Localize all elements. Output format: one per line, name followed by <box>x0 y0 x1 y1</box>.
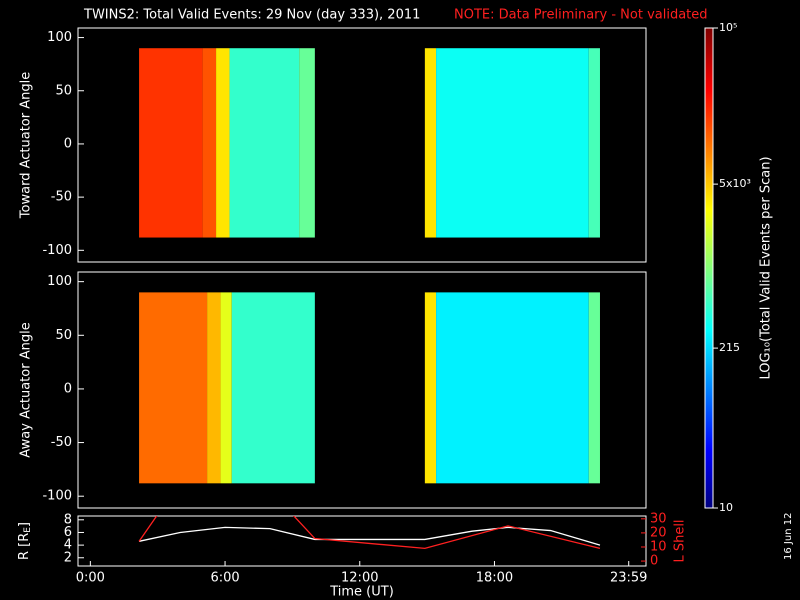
heatmap-cell <box>202 48 217 238</box>
y-tick-label: 50 <box>55 328 72 343</box>
y-tick-label: 100 <box>47 274 72 289</box>
colorbar-tick-label: 10 <box>719 501 733 514</box>
x-tick-label: 23:59 <box>610 571 647 586</box>
y-axis-label-part: E <box>23 527 33 533</box>
y-tick-label: 0 <box>64 136 72 151</box>
y-axis-label: R [RE] <box>17 522 33 560</box>
series-line <box>138 516 601 550</box>
plot-frame <box>77 515 647 567</box>
y2-tick-label: 0 <box>650 554 658 569</box>
title: TWINS2: Total Valid Events: 29 Nov (day … <box>83 8 420 23</box>
note: NOTE: Data Preliminary - Not validated <box>454 8 708 23</box>
y-tick-label: -50 <box>51 435 72 450</box>
x-tick-label: 6:00 <box>210 571 239 586</box>
heatmap-cell <box>424 292 437 484</box>
x-tick-label: 0:00 <box>76 571 105 586</box>
x-tick-label: 12:00 <box>341 571 378 586</box>
colorbar-tick-label: 215 <box>719 341 740 354</box>
y-tick-label: 2 <box>64 550 72 565</box>
plot-frame <box>77 27 647 263</box>
colorbar-tick-label: 10⁵ <box>719 21 737 34</box>
y-tick-label: -100 <box>42 243 72 258</box>
date-stamp: 16 Jun 12 <box>783 513 794 560</box>
y2-tick-label: 30 <box>650 511 667 526</box>
y-tick-label: -50 <box>51 190 72 205</box>
x-axis-label: Time (UT) <box>329 585 394 600</box>
plot-frame <box>77 271 647 509</box>
heatmap-cell <box>588 48 600 238</box>
colorbar-tick-label: 5x10³ <box>719 177 751 190</box>
heatmap-cell <box>216 48 230 238</box>
heatmap-cell <box>436 48 589 238</box>
y-tick-label: 100 <box>47 30 72 45</box>
y-tick-label: -100 <box>42 489 72 504</box>
colorbar-label: LOG₁₀(Total Valid Events per Scan) <box>759 156 774 379</box>
heatmap-cell <box>229 48 300 238</box>
heatmap-cell <box>436 292 589 484</box>
y-axis-label: Toward Actuator Angle <box>19 72 34 219</box>
series-group <box>138 516 601 550</box>
y-tick-label: 8 <box>64 512 72 527</box>
y-tick-label: 4 <box>64 538 72 553</box>
y-tick-label: 0 <box>64 381 72 396</box>
heatmap-cell <box>424 48 437 238</box>
y2-tick-label: 10 <box>650 539 667 554</box>
y-axis-label: Away Actuator Angle <box>19 322 34 457</box>
y2-tick-label: 20 <box>650 525 667 540</box>
y-axis-label-part: R [R <box>17 533 32 560</box>
heatmap-cell <box>231 292 315 484</box>
heatmap-cell <box>588 292 600 484</box>
y-tick-label: 6 <box>64 525 72 540</box>
heatmap-cell <box>207 292 221 484</box>
series-line <box>138 526 601 546</box>
x-tick-label: 18:00 <box>476 571 513 586</box>
colorbar <box>704 27 714 509</box>
y2-axis-label: L Shell <box>673 519 688 562</box>
heatmap-cell <box>220 292 232 484</box>
heatmap-cell <box>139 292 208 484</box>
heatmap-cell <box>139 48 203 238</box>
heatmap-cell <box>299 48 315 238</box>
y-tick-label: 50 <box>55 83 72 98</box>
y-axis-label-part: ] <box>17 522 32 527</box>
